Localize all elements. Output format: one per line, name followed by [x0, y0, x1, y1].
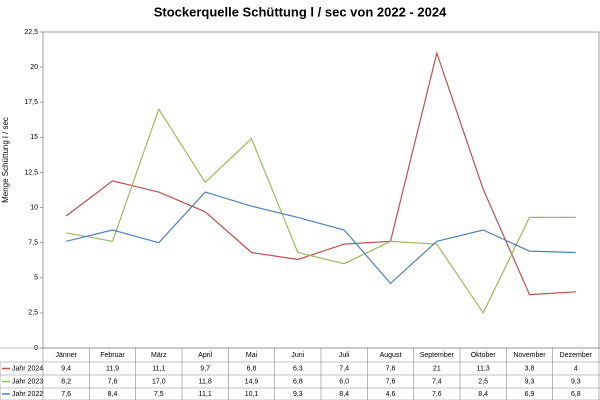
- y-tick-label: 2,5: [28, 310, 38, 317]
- series-line: [66, 191, 576, 285]
- x-tick-label: Oktober: [471, 352, 497, 359]
- table-value: 11,1: [199, 391, 212, 398]
- y-tick-label: 12,5: [24, 169, 38, 176]
- plot-area: [42, 31, 600, 349]
- y-tick-label: 17,5: [24, 99, 38, 106]
- table-value: 11,1: [152, 365, 165, 372]
- table-value: 6,8: [247, 365, 257, 372]
- x-tick-label: Dezember: [560, 352, 593, 359]
- y-axis-label: Menge Schüttung l / sec: [1, 117, 10, 203]
- x-tick-label: November: [513, 352, 546, 359]
- table-value: 8,4: [108, 391, 118, 398]
- table-value: 7,6: [386, 378, 396, 385]
- y-tick-label: 0: [34, 345, 38, 352]
- series-line: [66, 107, 576, 315]
- table-value: 9,7: [200, 365, 210, 372]
- chart-title: Stockerquelle Schüttung l / sec von 2022…: [154, 4, 447, 19]
- table-value: 6,0: [339, 378, 349, 385]
- table-value: 7,6: [432, 391, 442, 398]
- table-value: 7,5: [154, 391, 164, 398]
- table-value: 8,4: [478, 391, 488, 398]
- table-value: 7,6: [386, 365, 396, 372]
- x-tick-label: April: [198, 352, 212, 359]
- table-value: 9,3: [293, 391, 303, 398]
- y-tick-label: 15: [30, 134, 38, 141]
- legend-label: Jahr 2024: [12, 365, 43, 372]
- table-value: 11,8: [199, 378, 212, 385]
- table-value: 4: [574, 365, 578, 372]
- table-value: 2,5: [478, 378, 488, 385]
- table-value: 10,1: [245, 391, 259, 398]
- y-tick-label: 22,5: [24, 29, 38, 36]
- x-tick-label: Juli: [339, 352, 350, 359]
- table-value: 21: [433, 365, 441, 372]
- table-value: 9,3: [525, 378, 535, 385]
- table-value: 6,8: [293, 378, 303, 385]
- x-tick-label: März: [151, 352, 167, 359]
- table-value: 3,8: [525, 365, 535, 372]
- table-value: 8,4: [339, 391, 349, 398]
- x-tick-label: August: [380, 352, 402, 359]
- table-value: 4,6: [386, 391, 396, 398]
- table-value: 11,9: [106, 365, 119, 372]
- table-value: 6,9: [525, 391, 535, 398]
- table-value: 7,4: [339, 365, 349, 372]
- table-value: 9,4: [61, 365, 71, 372]
- y-tick-label: 7,5: [28, 240, 38, 247]
- y-tick-label: 20: [30, 64, 38, 71]
- y-tick-label: 5: [34, 275, 38, 282]
- x-tick-label: Juni: [291, 352, 304, 359]
- table-value: 7,6: [61, 391, 71, 398]
- legend-label: Jahr 2022: [12, 391, 43, 398]
- legend-label: Jahr 2023: [12, 378, 43, 385]
- table-value: 7,6: [108, 378, 118, 385]
- table-value: 14,9: [245, 378, 259, 385]
- x-tick-label: Mai: [246, 352, 258, 359]
- table-value: 9,3: [571, 378, 581, 385]
- x-tick-label: Februar: [100, 352, 125, 359]
- x-tick-label: September: [420, 352, 455, 359]
- x-tick-label: Jänner: [55, 352, 77, 359]
- y-tick-label: 10: [30, 204, 38, 211]
- table-value: 17,0: [152, 378, 166, 385]
- table-value: 7,4: [432, 378, 442, 385]
- table-value: 11,3: [477, 365, 490, 372]
- table-value: 6,3: [293, 365, 303, 372]
- table-value: 6,8: [571, 391, 581, 398]
- series-line: [65, 50, 576, 296]
- table-value: 8,2: [61, 378, 71, 385]
